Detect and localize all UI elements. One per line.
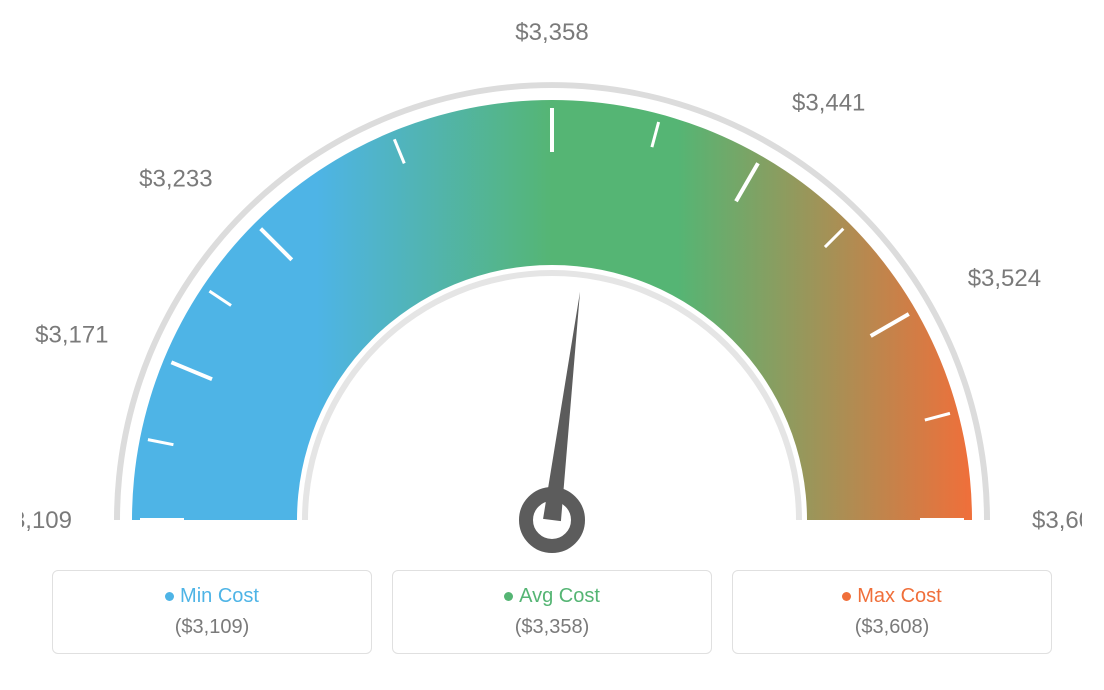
legend-card-min: Min Cost ($3,109) <box>52 570 372 654</box>
legend-max-title: Max Cost <box>743 585 1041 608</box>
legend-max-value: ($3,608) <box>743 616 1041 639</box>
gauge-svg: $3,109 $3,171 $3,233 $3,358 $3,441 $3,524 $3,6… <box>22 20 1082 560</box>
dot-icon <box>165 592 174 601</box>
dot-icon <box>842 592 851 601</box>
gauge-tick-label: $3,441 <box>792 89 865 116</box>
legend-min-value: ($3,109) <box>63 616 361 639</box>
dot-icon <box>504 592 513 601</box>
gauge-tick-label: $3,358 <box>515 20 588 46</box>
legend-avg-title: Avg Cost <box>403 585 701 608</box>
gauge-tick-label: $3,171 <box>35 321 108 348</box>
gauge-chart: $3,109 $3,171 $3,233 $3,358 $3,441 $3,524 $3,6… <box>22 20 1082 560</box>
legend-max-label: Max Cost <box>857 585 941 607</box>
legend-min-label: Min Cost <box>180 585 259 607</box>
legend-avg-label: Avg Cost <box>519 585 600 607</box>
legend-row: Min Cost ($3,109) Avg Cost ($3,358) Max … <box>22 570 1082 654</box>
legend-min-title: Min Cost <box>63 585 361 608</box>
legend-card-avg: Avg Cost ($3,358) <box>392 570 712 654</box>
legend-card-max: Max Cost ($3,608) <box>732 570 1052 654</box>
gauge-tick-label: $3,524 <box>968 265 1041 292</box>
gauge-tick-label: $3,608 <box>1032 507 1082 534</box>
gauge-tick-label: $3,109 <box>22 507 72 534</box>
gauge-tick-label: $3,233 <box>139 166 212 193</box>
legend-avg-value: ($3,358) <box>403 616 701 639</box>
